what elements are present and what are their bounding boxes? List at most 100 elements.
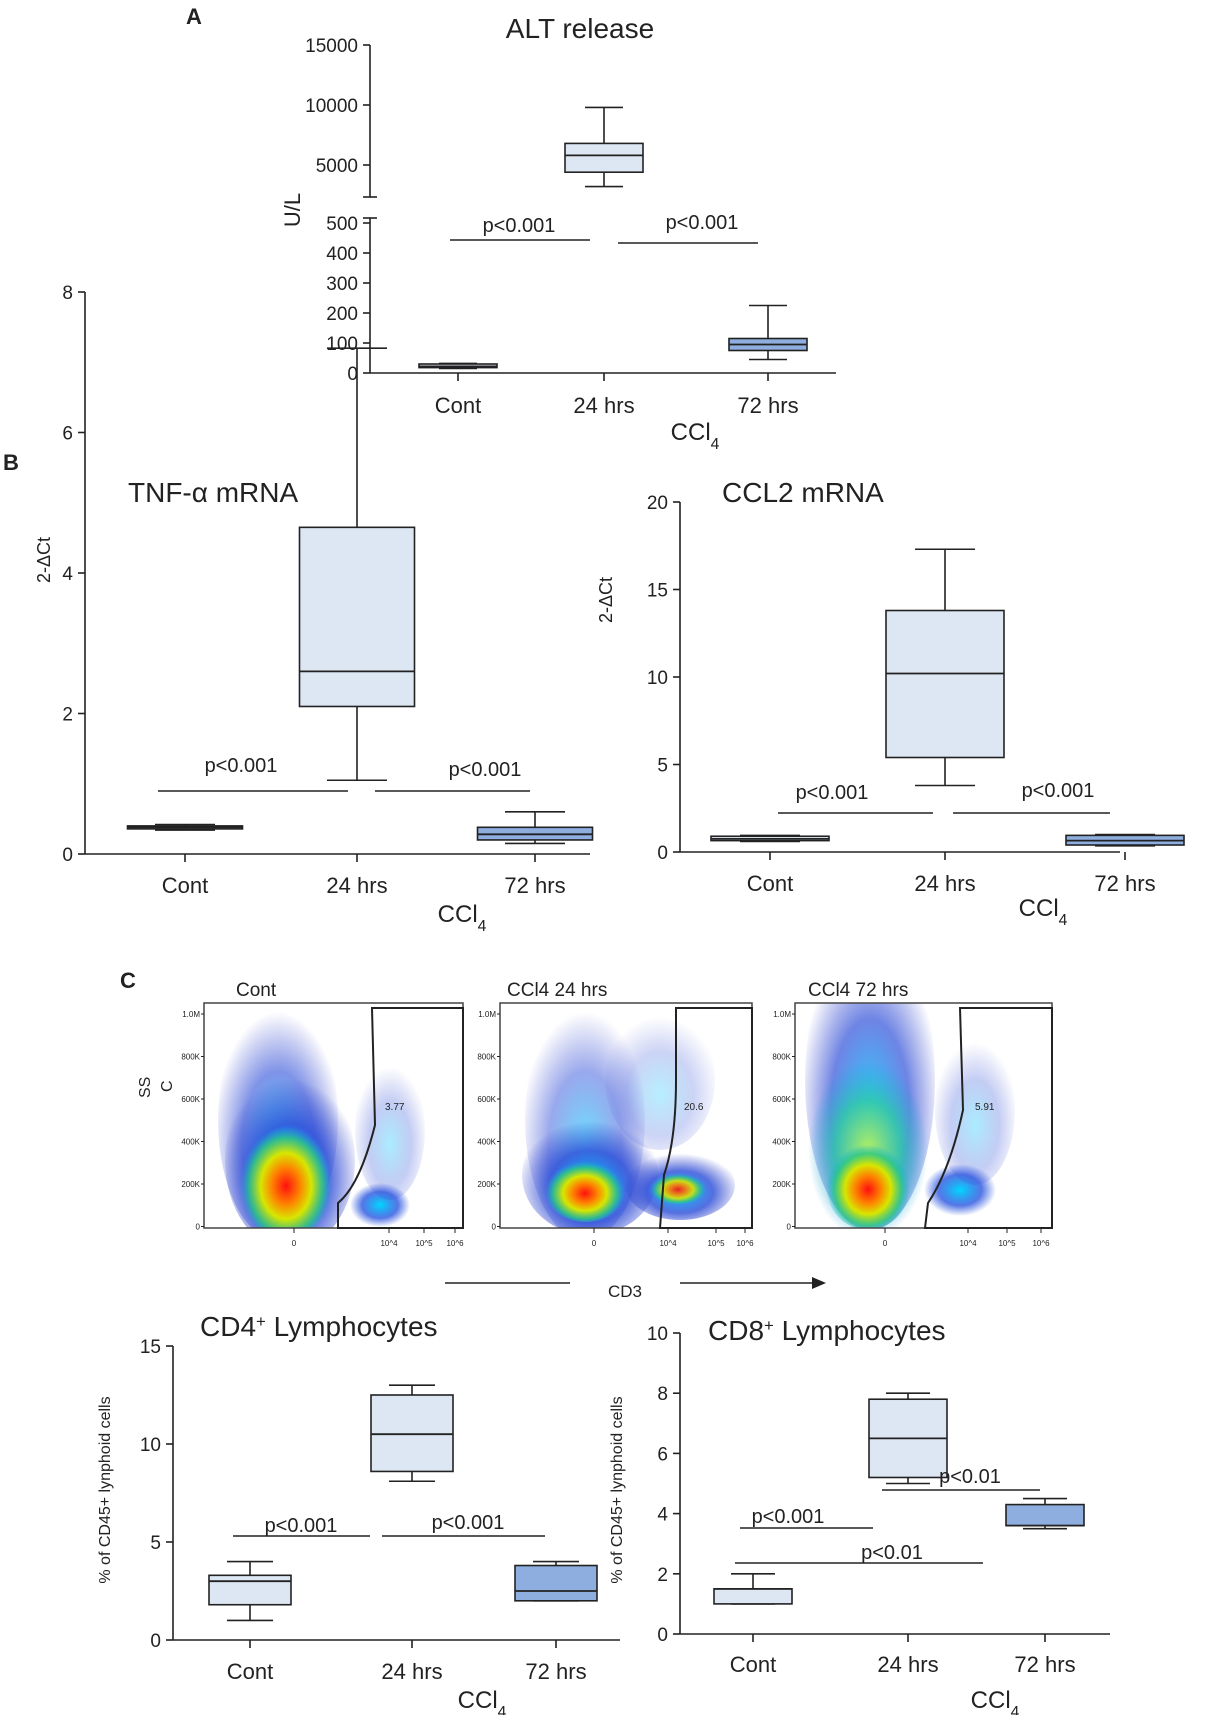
title-superscript: + xyxy=(256,1312,266,1331)
p-value-label: p<0.001 xyxy=(205,755,278,777)
y-tick-label: 0 xyxy=(657,1625,668,1646)
chart-title: TNF-α mRNA xyxy=(128,477,298,508)
p-value-label: p<0.001 xyxy=(796,782,869,804)
chart-tnf-mrna: 0 2 4 6 8 Cont 24 hrs 72 hrs TNF-α mRNA 2-ΔCt CCl4… xyxy=(34,283,594,935)
arrow-right-icon xyxy=(812,1277,826,1289)
flow-y-ticks: 1.0M 800K 600K 400K 200K 0 1.0M 800K 600K 400K 200… xyxy=(181,1010,795,1232)
y-axis-label: 2-ΔCt xyxy=(34,537,54,583)
flow-y-tick-label: 400K xyxy=(772,1138,791,1147)
flow-x-tick-label: 10^5 xyxy=(415,1239,433,1248)
p-value-label: p<0.001 xyxy=(666,212,739,234)
flow-y-tick-label: 0 xyxy=(787,1223,792,1232)
flow-y-tick-label: 0 xyxy=(492,1223,497,1232)
box-24-hrs xyxy=(868,1392,948,1485)
y-tick-label: 4 xyxy=(62,564,73,585)
chart-title: CD8+ Lymphocytes xyxy=(708,1315,946,1346)
chart-alt-release: 0 100 200 300 400 500 5000 10000 15000 Cont 24 hrs… xyxy=(280,13,836,453)
box-cont xyxy=(418,362,498,370)
x-tick-label: 24 hrs xyxy=(381,1659,442,1684)
box-cont xyxy=(208,1560,292,1622)
p-value-label: p<0.001 xyxy=(265,1515,338,1537)
y-tick-label: 4 xyxy=(657,1505,668,1526)
x-tick-label: Cont xyxy=(435,393,481,418)
ccl4-subscript: 4 xyxy=(498,1704,507,1715)
y-tick-label: 200 xyxy=(326,304,358,325)
chart-title: ALT release xyxy=(506,13,654,44)
box-iqr xyxy=(564,142,644,173)
x-tick-label: 72 hrs xyxy=(525,1659,586,1684)
p-value-label: p<0.001 xyxy=(483,215,556,237)
flow-x-tick-label: 10^6 xyxy=(446,1239,464,1248)
y-tick-label: 6 xyxy=(62,424,73,445)
x-tick-label: 24 hrs xyxy=(877,1652,938,1677)
ccl4-subscript: 4 xyxy=(1011,1704,1020,1715)
gate-value: 5.91 xyxy=(975,1102,995,1113)
flow-ylabel: SS xyxy=(137,1077,154,1098)
p-value-label: p<0.01 xyxy=(939,1466,1001,1488)
box-24-hrs xyxy=(298,347,416,782)
box-iqr xyxy=(208,1574,292,1606)
flow-y-tick-label: 400K xyxy=(181,1138,200,1147)
y-tick-label: 0 xyxy=(150,1631,161,1652)
flow-x-tick-label: 0 xyxy=(592,1239,597,1248)
y-tick-label: 5 xyxy=(657,756,668,777)
x-tick-label: Cont xyxy=(730,1652,776,1677)
flow-y-tick-label: 400K xyxy=(477,1138,496,1147)
y-tick-label: 8 xyxy=(62,283,73,304)
x-tick-label: 24 hrs xyxy=(914,871,975,896)
box-24-hrs xyxy=(370,1384,454,1483)
flow-y-tick-label: 200K xyxy=(181,1180,200,1189)
y-axis-label: % of CD45+ lynphoid cells xyxy=(609,1396,626,1583)
gate-value: 3.77 xyxy=(385,1102,405,1113)
box-72-hrs xyxy=(476,811,594,845)
box-cont xyxy=(713,1573,793,1605)
box-24-hrs xyxy=(885,548,1005,787)
flow-y-tick-label: 200K xyxy=(772,1180,791,1189)
flow-y-tick-label: 1.0M xyxy=(478,1010,496,1019)
y-tick-label: 10 xyxy=(647,1324,668,1345)
chart-ccl2-mrna: 0 5 10 15 20 Cont 24 hrs 72 hrs CCL2 mRNA 2-ΔCt CC… xyxy=(596,477,1185,929)
x-tick-label: 24 hrs xyxy=(573,393,634,418)
flow-y-tick-label: 1.0M xyxy=(773,1010,791,1019)
flow-plot-title: CCl4 24 hrs xyxy=(507,980,607,1001)
y-axis-label: U/L xyxy=(280,193,305,227)
y-tick-label: 8 xyxy=(657,1384,668,1405)
box-cont xyxy=(126,823,244,831)
flow-y-tick-label: 1.0M xyxy=(182,1010,200,1019)
flow-y-tick-label: 0 xyxy=(196,1223,201,1232)
box-iqr xyxy=(1005,1503,1085,1527)
flow-plot-24h: CCl4 24 hrs 20.6 xyxy=(499,980,753,1229)
x-tick-label: 72 hrs xyxy=(1014,1652,1075,1677)
ccl4-subscript: 4 xyxy=(1059,912,1068,929)
y-axis-label: % of CD45+ lynphoid cells xyxy=(97,1396,114,1583)
box-iqr xyxy=(713,1588,793,1605)
title-rest: Lymphocytes xyxy=(266,1311,438,1342)
y-tick-label: 5000 xyxy=(316,156,358,177)
box-72-hrs xyxy=(1065,833,1185,847)
ccl4-subscript: 4 xyxy=(711,436,720,453)
y-tick-label: 15 xyxy=(140,1337,161,1358)
y-tick-label: 20 xyxy=(647,493,668,514)
y-tick-label: 10 xyxy=(647,668,668,689)
box-iqr xyxy=(370,1394,454,1473)
y-tick-label: 0 xyxy=(657,843,668,864)
flow-plot-title: CCl4 72 hrs xyxy=(808,980,908,1001)
gate-value: 20.6 xyxy=(684,1102,704,1113)
ccl4-label: CCl4 xyxy=(438,901,487,935)
panel-label-a: A xyxy=(186,4,202,29)
x-tick-label: Cont xyxy=(227,1659,273,1684)
y-tick-label: 15000 xyxy=(305,36,358,57)
y-tick-label: 0 xyxy=(62,845,73,866)
flow-y-tick-label: 800K xyxy=(477,1053,496,1062)
p-value-label: p<0.01 xyxy=(861,1542,923,1564)
p-value-label: p<0.001 xyxy=(432,1512,505,1534)
flow-y-tick-label: 800K xyxy=(181,1053,200,1062)
flow-y-tick-label: 600K xyxy=(477,1095,496,1104)
x-tick-label: 24 hrs xyxy=(326,873,387,898)
ccl4-subscript: 4 xyxy=(478,918,487,935)
title-superscript: + xyxy=(764,1316,774,1335)
x-tick-label: 72 hrs xyxy=(737,393,798,418)
flow-x-tick-label: 10^5 xyxy=(707,1239,725,1248)
ccl4-label: CCl4 xyxy=(458,1687,507,1715)
